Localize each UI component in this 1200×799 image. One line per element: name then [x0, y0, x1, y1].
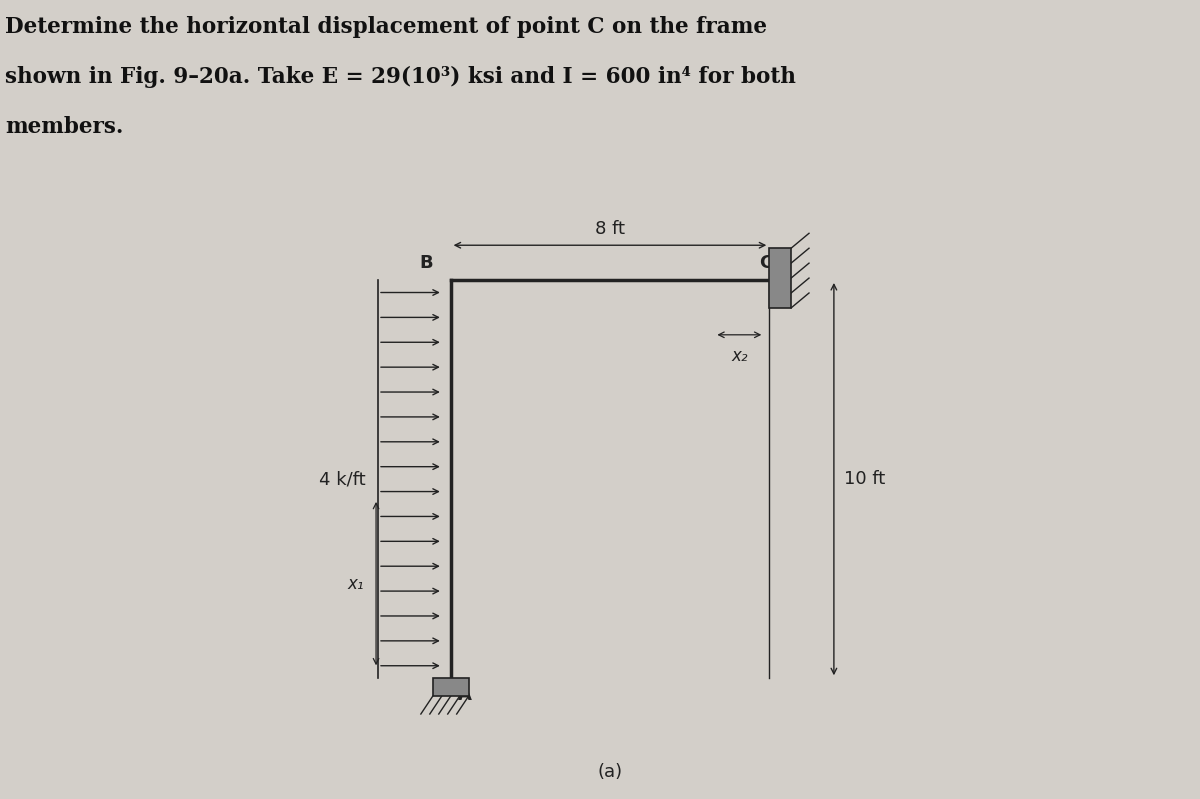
- Text: B: B: [419, 254, 433, 272]
- Text: x₁: x₁: [348, 574, 364, 593]
- Text: x₂: x₂: [731, 347, 748, 365]
- Polygon shape: [769, 248, 791, 308]
- Text: C: C: [760, 254, 773, 272]
- Text: members.: members.: [5, 116, 124, 138]
- Text: Determine the horizontal displacement of point C on the frame: Determine the horizontal displacement of…: [5, 16, 767, 38]
- Text: A: A: [457, 686, 472, 704]
- Text: 4 k/ft: 4 k/ft: [319, 470, 366, 488]
- Text: (a): (a): [598, 763, 623, 781]
- Text: 8 ft: 8 ft: [595, 221, 625, 238]
- Text: shown in Fig. 9–20a. Take E = 29(10³) ksi and I = 600 in⁴ for both: shown in Fig. 9–20a. Take E = 29(10³) ks…: [5, 66, 796, 88]
- Text: 10 ft: 10 ft: [844, 470, 886, 488]
- Polygon shape: [433, 678, 469, 696]
